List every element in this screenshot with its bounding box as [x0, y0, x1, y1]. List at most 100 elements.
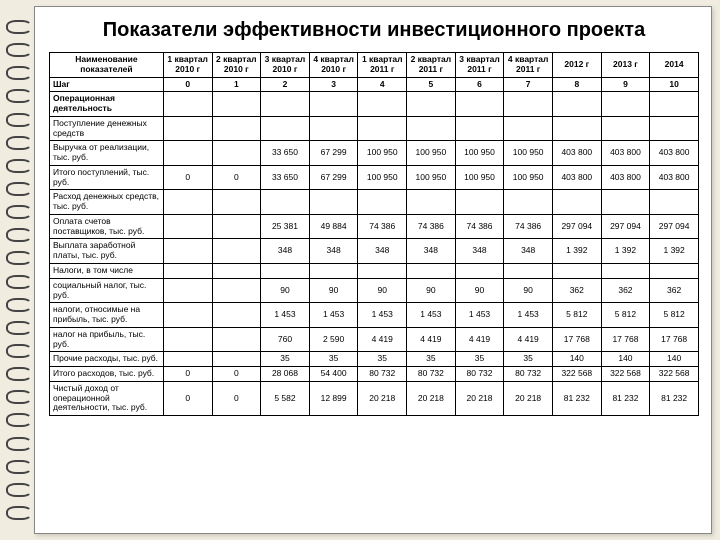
- ring: [6, 275, 32, 289]
- cell: 297 094: [601, 214, 650, 239]
- cell: 74 386: [455, 214, 504, 239]
- col-header: 2013 г: [601, 53, 650, 78]
- cell: 1 453: [455, 303, 504, 328]
- ring: [6, 321, 32, 335]
- cell: 67 299: [309, 141, 358, 166]
- cell: 35: [504, 352, 553, 367]
- table-row: Налоги, в том числе: [50, 264, 699, 279]
- cell: 140: [552, 352, 601, 367]
- cell: [552, 190, 601, 215]
- col-header: 4 квартал 2011 г: [504, 53, 553, 78]
- spiral-binding: [6, 20, 34, 520]
- cell: 100 950: [358, 141, 407, 166]
- col-header: 2 квартал 2010 г: [212, 53, 261, 78]
- cell: 1 453: [407, 303, 456, 328]
- cell: 140: [601, 352, 650, 367]
- cell: [212, 190, 261, 215]
- ring: [6, 506, 32, 520]
- cell: [407, 116, 456, 141]
- ring: [6, 413, 32, 427]
- ring: [6, 43, 32, 57]
- cell: 5 582: [261, 381, 310, 415]
- ring: [6, 344, 32, 358]
- table-row: Расход денежных средств, тыс. руб.: [50, 190, 699, 215]
- cell: 760: [261, 327, 310, 352]
- ring: [6, 460, 32, 474]
- cell: 403 800: [552, 165, 601, 190]
- cell: 67 299: [309, 165, 358, 190]
- cell: 90: [504, 278, 553, 303]
- table-row: Чистый доход от операционной деятельност…: [50, 381, 699, 415]
- cell: 348: [261, 239, 310, 264]
- cell: 100 950: [504, 165, 553, 190]
- cell: 322 568: [650, 367, 699, 382]
- row-label: Итого поступлений, тыс. руб.: [50, 165, 164, 190]
- cell: [552, 92, 601, 117]
- table-row: налог на прибыль, тыс. руб.7602 5904 419…: [50, 327, 699, 352]
- cell: [261, 116, 310, 141]
- row-label: Шаг: [50, 77, 164, 92]
- cell: [261, 92, 310, 117]
- cell: 35: [358, 352, 407, 367]
- cell: [650, 264, 699, 279]
- ring: [6, 113, 32, 127]
- cell: 54 400: [309, 367, 358, 382]
- cell: 20 218: [455, 381, 504, 415]
- cell: [212, 239, 261, 264]
- cell: [552, 264, 601, 279]
- row-label: Прочие расходы, тыс. руб.: [50, 352, 164, 367]
- cell: [358, 190, 407, 215]
- cell: [601, 190, 650, 215]
- cell: 403 800: [552, 141, 601, 166]
- row-label: Налоги, в том числе: [50, 264, 164, 279]
- cell: [407, 264, 456, 279]
- row-label: Выручка от реализации, тыс. руб.: [50, 141, 164, 166]
- table-row: налоги, относимые на прибыль, тыс. руб.1…: [50, 303, 699, 328]
- cell: [650, 190, 699, 215]
- cell: 100 950: [455, 141, 504, 166]
- cell: [163, 303, 212, 328]
- cell: [650, 92, 699, 117]
- table-row: Итого поступлений, тыс. руб.0033 65067 2…: [50, 165, 699, 190]
- cell: 0: [163, 381, 212, 415]
- col-header: 3 квартал 2011 г: [455, 53, 504, 78]
- cell: 403 800: [601, 141, 650, 166]
- ring: [6, 298, 32, 312]
- cell: 0: [163, 165, 212, 190]
- row-label: Выплата заработной платы, тыс. руб.: [50, 239, 164, 264]
- cell: 33 650: [261, 165, 310, 190]
- cell: [504, 116, 553, 141]
- cell: 5 812: [552, 303, 601, 328]
- cell: 0: [212, 165, 261, 190]
- ring: [6, 66, 32, 80]
- cell: 3: [309, 77, 358, 92]
- cell: 90: [407, 278, 456, 303]
- table-row: Итого расходов, тыс. руб.0028 06854 4008…: [50, 367, 699, 382]
- cell: 100 950: [358, 165, 407, 190]
- table-row: Шаг012345678910: [50, 77, 699, 92]
- col-header: 1 квартал 2011 г: [358, 53, 407, 78]
- cell: 35: [407, 352, 456, 367]
- cell: 322 568: [552, 367, 601, 382]
- cell: 35: [309, 352, 358, 367]
- page: Показатели эффективности инвестиционного…: [34, 6, 712, 534]
- row-label: Операционная деятельность: [50, 92, 164, 117]
- cell: 74 386: [407, 214, 456, 239]
- cell: [358, 264, 407, 279]
- cell: 28 068: [261, 367, 310, 382]
- cell: [212, 214, 261, 239]
- cell: [601, 116, 650, 141]
- cell: 35: [261, 352, 310, 367]
- cell: [212, 278, 261, 303]
- cell: 10: [650, 77, 699, 92]
- cell: 74 386: [504, 214, 553, 239]
- cell: 362: [601, 278, 650, 303]
- cell: [212, 352, 261, 367]
- ring: [6, 159, 32, 173]
- cell: [358, 116, 407, 141]
- cell: 35: [455, 352, 504, 367]
- cell: 4 419: [504, 327, 553, 352]
- cell: 6: [455, 77, 504, 92]
- cell: 4 419: [407, 327, 456, 352]
- ring: [6, 182, 32, 196]
